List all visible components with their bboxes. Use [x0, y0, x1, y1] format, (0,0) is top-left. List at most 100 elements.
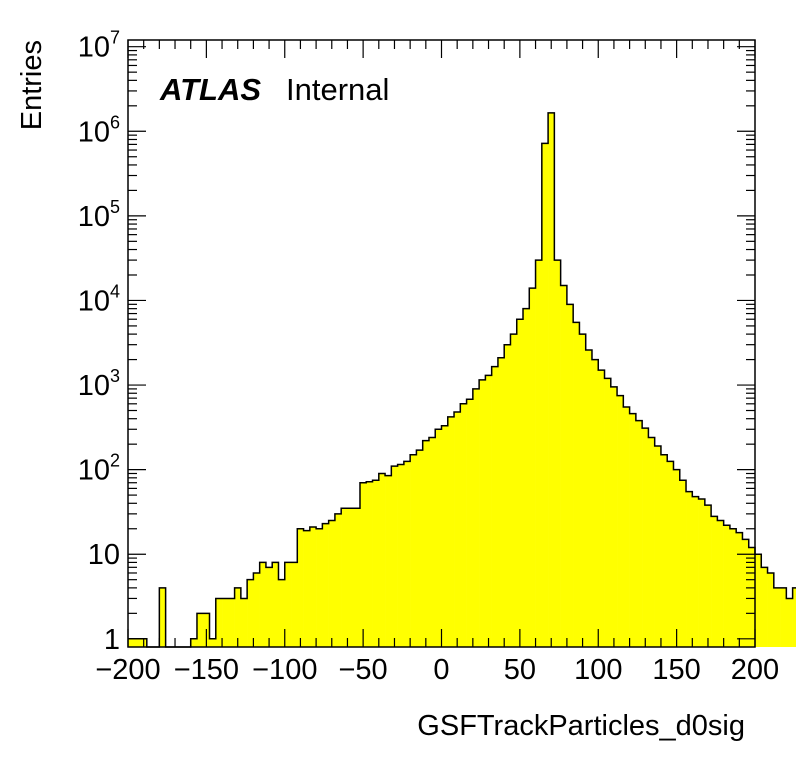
histogram-bar: [516, 319, 524, 647]
histogram-bar: [585, 349, 593, 647]
histogram-bar: [428, 437, 436, 647]
x-tick-label: 100: [574, 654, 622, 686]
y-tick-labels: 1 10 102 103 104 105 106 107: [78, 28, 120, 656]
histogram-bar: [535, 260, 543, 647]
histogram-bar: [441, 425, 449, 647]
histogram-bar: [334, 513, 342, 647]
histogram-bar: [454, 412, 461, 647]
histogram-bar: [447, 416, 455, 647]
histogram-bar: [391, 466, 398, 647]
histogram-bar: [541, 143, 549, 647]
histogram-bar: [667, 461, 674, 647]
histogram-bar: [654, 446, 662, 647]
histogram-bar: [579, 334, 587, 647]
histogram-bar: [284, 562, 292, 647]
x-tick-label: 150: [652, 654, 700, 686]
histogram-bar: [604, 378, 612, 647]
histogram-bar: [748, 547, 756, 647]
histogram-bars: [128, 112, 796, 647]
histogram-bar: [648, 437, 655, 647]
histogram-bar: [717, 520, 724, 647]
histogram-bar: [529, 288, 536, 647]
histogram-bar: [466, 399, 474, 647]
histogram-bar: [303, 530, 311, 647]
histogram-bar: [573, 322, 580, 647]
histogram-bar: [660, 454, 668, 647]
histogram-bar: [673, 469, 681, 647]
histogram-bar: [328, 520, 336, 647]
y-tick-label: 105: [78, 197, 120, 233]
histogram-bar: [265, 567, 273, 647]
histogram-bar: [786, 598, 793, 647]
y-axis-title: Entries: [16, 40, 48, 130]
y-tick-label: 107: [78, 28, 120, 64]
histogram-bar: [378, 473, 386, 647]
histogram-bar: [196, 613, 204, 647]
histogram-bar: [228, 598, 235, 647]
y-tick-label: 102: [78, 451, 120, 487]
histogram-bar: [591, 359, 599, 647]
histogram-bar: [755, 554, 762, 647]
histogram-bar: [134, 638, 141, 647]
histogram-bar: [554, 260, 561, 647]
histogram-bar: [479, 379, 486, 647]
histogram-bar: [309, 526, 317, 647]
histogram-bar: [291, 562, 298, 647]
histogram-bar: [610, 386, 618, 647]
histogram-bar: [209, 638, 217, 647]
histogram-bar: [497, 357, 505, 647]
histogram-bar: [598, 370, 605, 647]
histogram-bar: [397, 464, 405, 647]
histogram-bar: [253, 572, 260, 647]
experiment-label: ATLAS: [159, 72, 261, 107]
histogram-bar: [272, 562, 279, 647]
histogram-bar: [686, 491, 693, 647]
x-tick-label: −150: [174, 654, 239, 686]
histogram-bar: [642, 428, 649, 647]
histogram-bar: [366, 481, 373, 647]
histogram-bar: [491, 366, 499, 647]
histogram-bar: [617, 395, 624, 647]
histogram-bar: [372, 480, 380, 647]
histogram-bar: [297, 528, 304, 647]
histogram-bar: [623, 407, 630, 647]
histogram-bar: [566, 304, 574, 647]
histogram-bar: [679, 480, 687, 647]
histogram-bar: [711, 516, 718, 647]
x-tick-label: −200: [95, 654, 160, 686]
histogram-bar: [723, 525, 731, 647]
histogram-bar: [234, 587, 242, 647]
histogram-bar: [416, 450, 423, 647]
histogram-outline: [128, 112, 796, 648]
histogram-bar: [259, 562, 267, 647]
x-tick-labels: −200 −150 −100 −50 0 50 100 150 200: [95, 654, 779, 686]
histogram-bar: [322, 523, 329, 647]
histogram-bar: [347, 508, 355, 647]
histogram-bar: [560, 285, 568, 647]
x-tick-label: −100: [252, 654, 317, 686]
histogram-bar: [510, 334, 518, 647]
histogram-bar: [629, 413, 637, 647]
x-tick-label: 50: [504, 654, 536, 686]
histogram-bar: [780, 587, 787, 647]
histogram-bar: [729, 528, 737, 647]
histogram-bar: [742, 539, 750, 647]
histogram-bar: [353, 508, 361, 647]
x-axis-title: GSFTrackParticles_d0sig: [417, 710, 745, 742]
histogram-bar: [692, 496, 699, 647]
histogram-bar: [523, 308, 530, 647]
histogram-bar: [385, 475, 392, 647]
histogram-bar: [767, 572, 775, 647]
x-tick-label: 200: [731, 654, 779, 686]
y-tick-label: 106: [78, 112, 120, 148]
histogram-bar: [435, 429, 442, 647]
x-tick-label: 0: [433, 654, 449, 686]
histogram-bar: [316, 528, 323, 647]
y-tick-label: 1: [104, 624, 120, 656]
histogram-bar: [215, 598, 223, 647]
histogram-bar: [128, 638, 135, 647]
histogram-bar: [278, 579, 286, 647]
histogram-bar: [359, 482, 367, 647]
histogram-bar: [635, 420, 643, 647]
